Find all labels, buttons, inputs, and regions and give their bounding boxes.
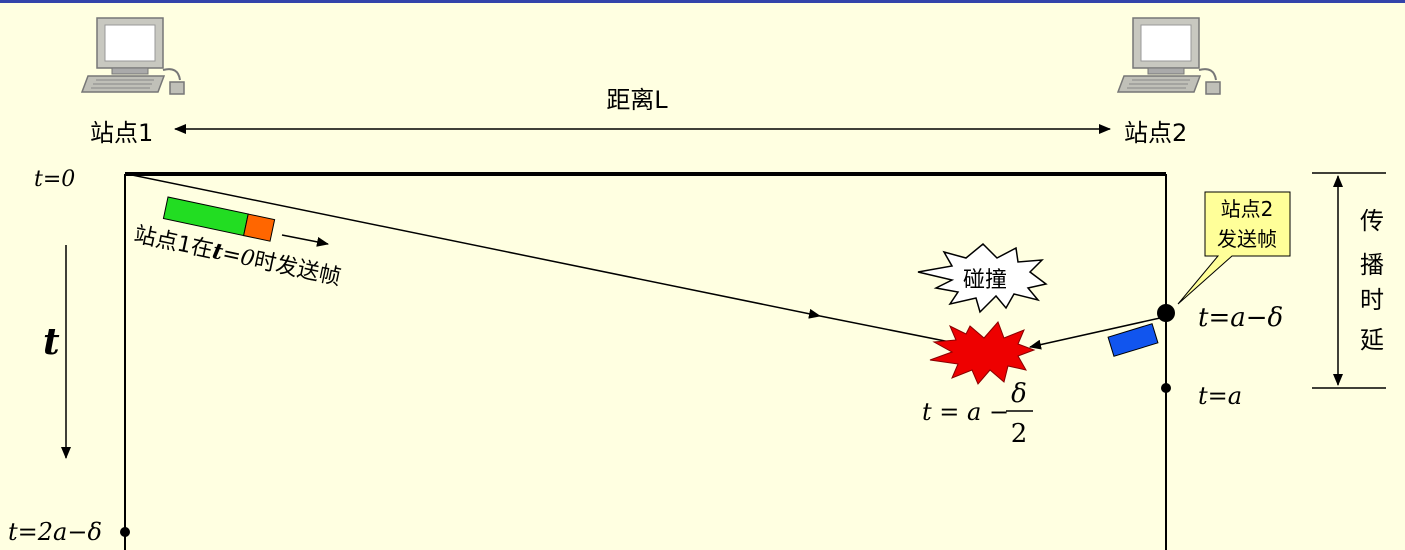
station2-computer-icon	[1116, 17, 1221, 95]
station1-detect-dot	[120, 527, 130, 537]
time-2a-minus-delta-label: t=2a−δ	[8, 518, 102, 546]
station2-detect-dot	[1161, 383, 1171, 393]
station1-signal-arrow	[126, 173, 821, 319]
prop-delay-label: 传 播 时 延	[1360, 207, 1384, 354]
station2-callout	[1177, 191, 1291, 305]
distance-label: 距离L	[606, 86, 668, 114]
svg-text:t = a −: t = a −	[922, 398, 1009, 426]
svg-text:传: 传	[1360, 207, 1384, 235]
svg-text:2: 2	[1011, 419, 1028, 449]
station1-label: 站点1	[90, 119, 153, 147]
callout-line1: 站点2	[1221, 197, 1274, 221]
svg-text:时: 时	[1360, 286, 1384, 314]
collision-label-burst	[917, 242, 1048, 314]
svg-text:延: 延	[1360, 326, 1384, 354]
station2-signal-arrow	[1029, 317, 1161, 350]
time-axis-label: t	[43, 321, 60, 363]
time-a-minus-delta-label: t=a−δ	[1198, 303, 1283, 333]
station2-frame	[1107, 323, 1159, 357]
collision-label: 碰撞	[963, 268, 1007, 293]
collision-explosion-icon	[929, 321, 1036, 385]
callout-line2: 发送帧	[1217, 227, 1277, 251]
collision-time-formula: t = a − δ 2	[922, 379, 1033, 449]
time-t0-label: t=0	[34, 167, 75, 192]
frame-direction-arrow	[281, 234, 329, 247]
station1-computer-icon	[80, 17, 185, 95]
time-a-label: t=a	[1198, 382, 1242, 410]
svg-text:播: 播	[1360, 251, 1384, 279]
station1-frame	[162, 196, 276, 242]
frame-tail-block	[243, 213, 276, 242]
svg-text:δ: δ	[1011, 379, 1027, 409]
station2-label: 站点2	[1124, 119, 1187, 147]
station2-send-dot	[1157, 304, 1175, 322]
station1-signal-continuation	[819, 315, 961, 345]
